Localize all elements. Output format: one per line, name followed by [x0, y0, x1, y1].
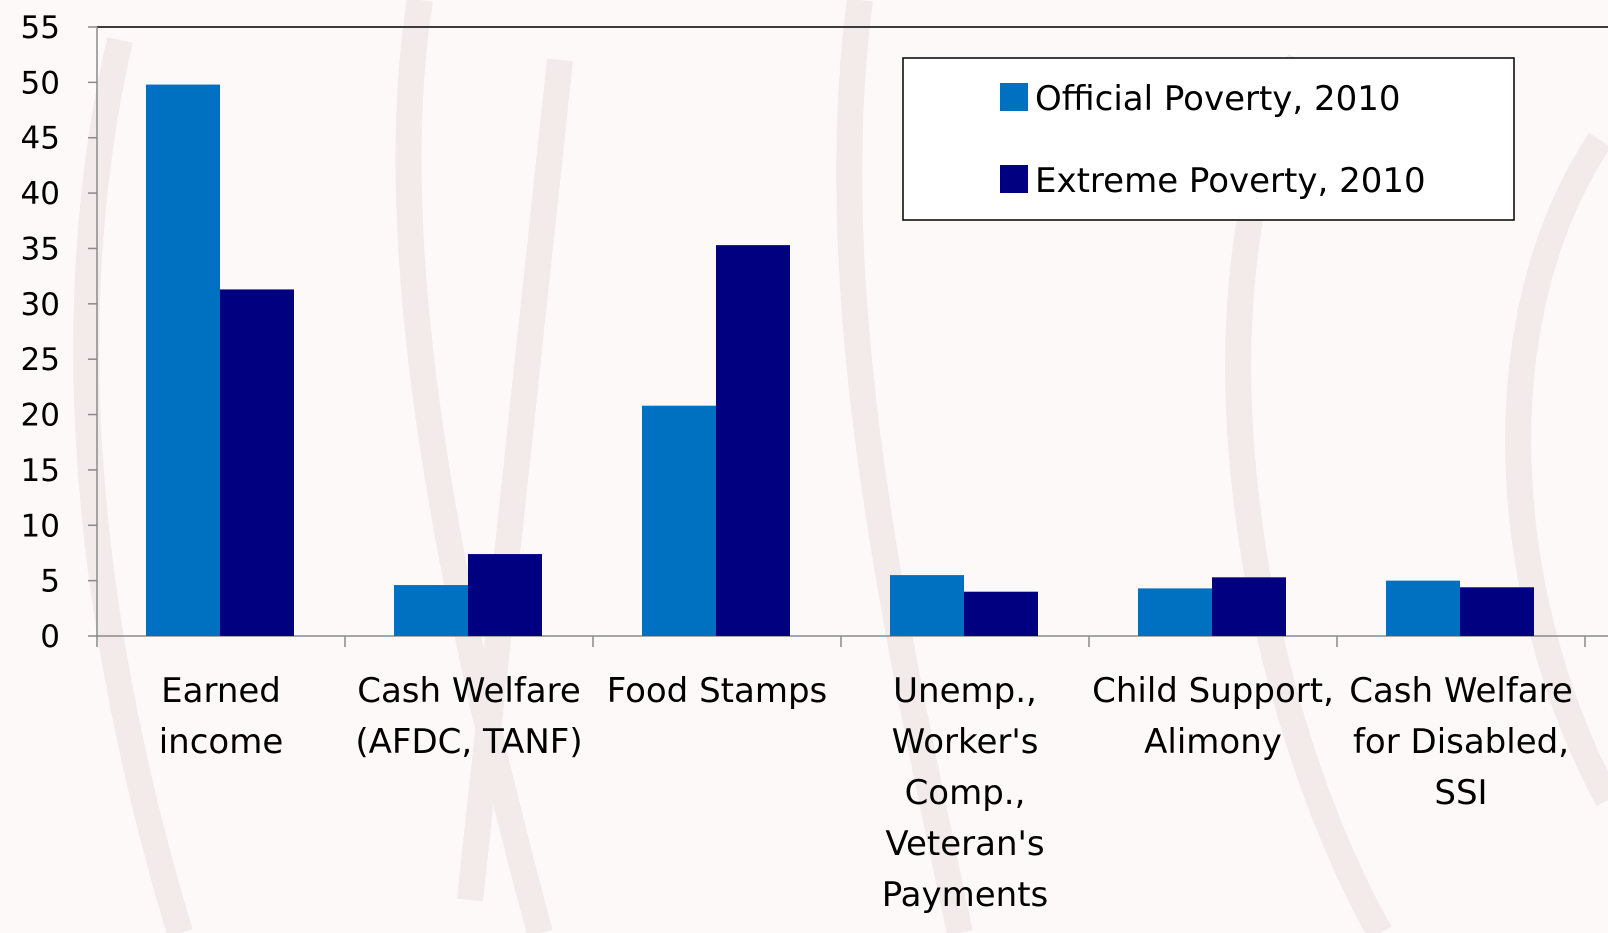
y-tick-label: 5 — [40, 564, 60, 600]
bar-extreme — [716, 245, 790, 636]
y-tick-label: 35 — [21, 231, 60, 267]
x-axis — [96, 635, 1608, 647]
legend-swatch — [1000, 165, 1028, 193]
category-label-line: Earned — [161, 671, 281, 711]
category-label-line: SSI — [1434, 773, 1487, 813]
legend: Official Poverty, 2010 Extreme Poverty, 2… — [902, 57, 1515, 221]
category-label: Earned income — [159, 671, 284, 762]
category-label-line: Cash Welfare — [1349, 671, 1573, 711]
bar-extreme — [468, 554, 542, 636]
category-label-line: Food Stamps — [607, 671, 828, 711]
category-label-line: Cash Welfare — [357, 671, 581, 711]
y-tick-label: 10 — [21, 508, 60, 544]
category-labels: Earned income Cash Welfare (AFDC, TANF) Food… — [159, 671, 1573, 915]
category-label-line: for Disabled, — [1353, 722, 1569, 762]
y-tick-label: 45 — [21, 121, 60, 157]
y-tick-label: 20 — [21, 398, 60, 434]
category-label-line: (AFDC, TANF) — [355, 722, 582, 762]
y-tick-label: 30 — [21, 287, 60, 323]
legend-label: Official Poverty, 2010 — [1035, 79, 1401, 119]
y-axis: 0 5 10 15 20 25 30 35 40 45 50 55 — [21, 10, 1608, 655]
bar-official — [1386, 580, 1460, 636]
category-label: Cash Welfare for Disabled, SSI — [1349, 671, 1573, 813]
category-label-line: Veteran's — [885, 824, 1044, 864]
y-tick-label: 55 — [21, 10, 60, 46]
category-label-line: Child Support, — [1092, 671, 1334, 711]
bar-official — [642, 405, 716, 636]
y-tick-label: 40 — [21, 176, 60, 212]
bar-official — [394, 585, 468, 636]
category-label: Unemp., Worker's Comp., Veteran's Payments — [882, 671, 1049, 915]
category-label-line: Comp., — [905, 773, 1026, 813]
bar-extreme — [1212, 577, 1286, 636]
legend-label: Extreme Poverty, 2010 — [1035, 161, 1426, 201]
bar-official — [890, 575, 964, 636]
category-label-line: Alimony — [1144, 722, 1282, 762]
bar-extreme — [964, 591, 1038, 636]
category-label: Cash Welfare (AFDC, TANF) — [355, 671, 582, 762]
y-tick-label: 25 — [21, 342, 60, 378]
y-tick-label: 0 — [40, 619, 60, 655]
legend-swatch — [1000, 83, 1028, 111]
bar-official — [1138, 588, 1212, 636]
bars — [146, 84, 1534, 636]
y-tick-label: 50 — [21, 65, 60, 101]
category-label-line: Unemp., — [893, 671, 1037, 711]
bar-extreme — [1460, 587, 1534, 636]
bar-extreme — [220, 289, 294, 636]
category-label-line: Worker's — [892, 722, 1039, 762]
bar-official — [146, 84, 220, 636]
category-label: Food Stamps — [607, 671, 828, 711]
category-label-line: Payments — [882, 875, 1049, 915]
y-tick-label: 15 — [21, 453, 60, 489]
category-label: Child Support, Alimony — [1092, 671, 1334, 762]
category-label-line: income — [159, 722, 284, 762]
